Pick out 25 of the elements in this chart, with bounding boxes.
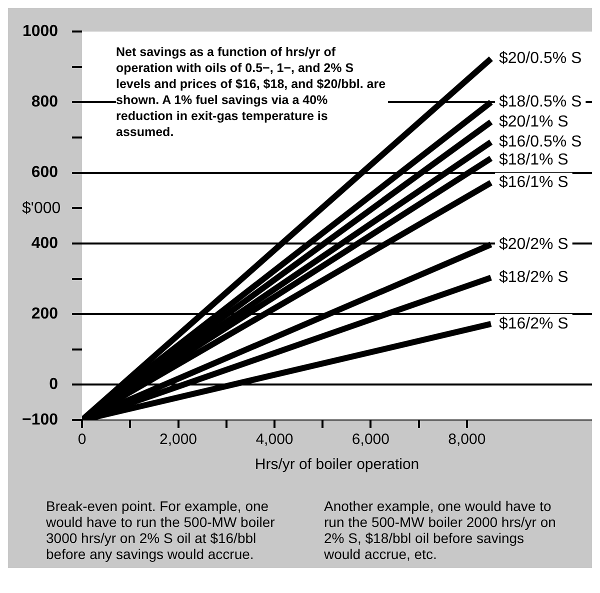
series-label: $16/1% S: [498, 174, 568, 192]
y-tick-label: 400: [31, 234, 58, 252]
series-label: $18/2% S: [498, 269, 568, 286]
series-label: $16/0.5% S: [498, 134, 582, 151]
series-label: $18/0.5% S: [498, 94, 582, 111]
y-tick-label: −100: [22, 411, 58, 428]
series-label: $20/1% S: [498, 113, 568, 130]
series-label: $16/2% S: [498, 315, 568, 332]
text: Break-even point. For example, one would have to run the 500-MW boiler 3000 hrs/yr on 2% S oil at $16/bbl before any savings would accrue. Another example, one would have to run the 500-MW boiler 2000 hrs/yr on 2% S, $18/bbl oil before savings would accrue, etc.: [46, 498, 556, 562]
y-tick-label: 200: [31, 305, 58, 322]
x-tick-label: 8,000: [448, 431, 486, 448]
x-tick-label: 2,000: [159, 431, 198, 448]
y-tick-label: 800: [31, 94, 58, 111]
series-label: $18/1% S: [498, 152, 568, 169]
y-axis-title: $'000: [22, 200, 61, 218]
x-tick-label: 4,000: [256, 431, 294, 448]
y-tick-label: 600: [31, 164, 58, 182]
series-label: $20/0.5% S: [498, 50, 582, 68]
x-tick-label: 0: [78, 431, 86, 448]
y-tick-label: 1000: [22, 23, 58, 40]
x-tick-label: 6,000: [352, 431, 390, 448]
series-label: $20/2% S: [498, 236, 568, 253]
x-axis-title: Hrs/yr of boiler operation: [254, 456, 420, 474]
annotation: Net savings as a function of hrs/yr of operation with oils of 0.5−, 1−, and 2% S levels and prices of $16, $18, and $20/bbl. are shown. A 1% fuel savings via a 40% reduction in exit-gas temperature is assumed.: [116, 44, 388, 140]
y-tick-label: 0: [49, 376, 58, 394]
